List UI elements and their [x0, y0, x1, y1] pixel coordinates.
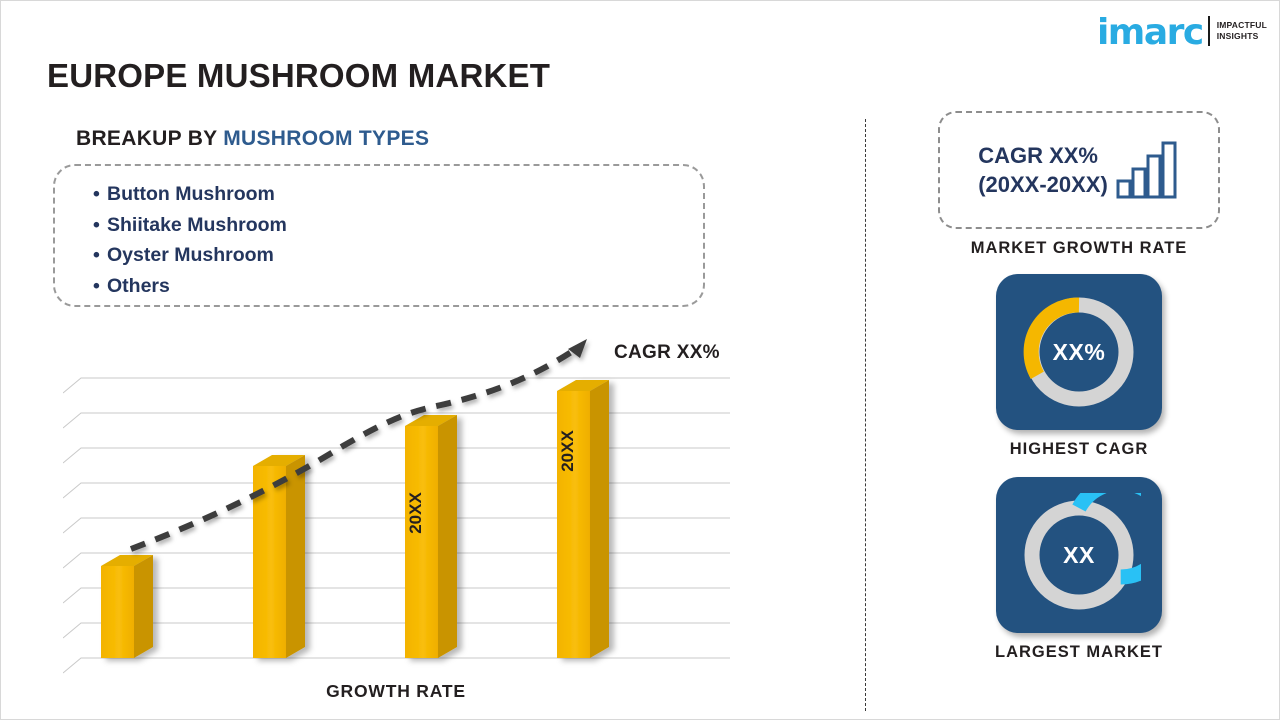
subtitle-accent: MUSHROOM TYPES	[223, 127, 430, 150]
list-item-label: Button Mushroom	[107, 183, 275, 205]
key-metrics-panel: CAGR XX% (20XX-20XX) MARKET GROWTH RATE	[901, 111, 1257, 662]
segmentation-box: • Button Mushroom • Shiitake Mushroom • Oys…	[53, 164, 705, 307]
stat-market-growth-rate: CAGR XX% (20XX-20XX) MARKET GROWTH RATE	[901, 111, 1257, 258]
market-growth-rate-caption: MARKET GROWTH RATE	[970, 239, 1188, 257]
chart-gridlines	[63, 377, 730, 674]
subtitle-prefix: BREAKUP BY	[76, 127, 224, 150]
donut-chart-highest-cagr	[1023, 297, 1134, 407]
bar-4	[557, 380, 609, 658]
bar-2	[253, 455, 305, 658]
subtitle: BREAKUP BY MUSHROOM TYPES	[76, 127, 429, 151]
trend-arrow-icon	[129, 339, 587, 552]
highest-cagr-tile: XX%	[996, 274, 1162, 430]
list-item-label: Oyster Mushroom	[107, 244, 274, 266]
list-item-label: Others	[107, 274, 170, 297]
section-divider	[865, 119, 866, 711]
stat-largest-market: XX LARGEST MARKET	[901, 477, 1257, 662]
list-item-label: Shiitake Mushroom	[107, 213, 287, 236]
cagr-line-2: (20XX-20XX)	[978, 172, 1108, 197]
list-item: • Oyster Mushroom	[93, 240, 703, 271]
logo-tagline: IMPACTFUL INSIGHTS	[1217, 20, 1267, 41]
largest-market-caption: LARGEST MARKET	[995, 643, 1163, 661]
largest-market-tile: XX	[996, 477, 1162, 633]
bullet-icon: •	[93, 183, 100, 205]
imarc-logo: imarc IMPACTFUL INSIGHTS	[1097, 11, 1267, 51]
bar-chart-icon	[1116, 141, 1177, 199]
bar-1	[101, 555, 153, 658]
bullet-icon: •	[93, 244, 100, 266]
bar-3	[405, 415, 457, 658]
bar-4-label: 20XX	[558, 430, 577, 472]
cagr-line-1: CAGR XX%	[978, 143, 1098, 168]
growth-rate-chart: 20XX 20XX CAGR XX% GROWTH RATE	[63, 333, 753, 708]
page-title: EUROPE MUSHROOM MARKET	[47, 57, 551, 94]
chart-canvas: 20XX 20XX	[63, 339, 730, 674]
market-growth-rate-card: CAGR XX% (20XX-20XX)	[938, 111, 1220, 229]
highest-cagr-value: XX%	[1052, 338, 1106, 365]
highest-cagr-caption: HIGHEST CAGR	[1009, 440, 1149, 458]
bullet-icon: •	[93, 274, 100, 297]
market-growth-rate-value: CAGR XX% (20XX-20XX)	[978, 141, 1108, 199]
donut-chart-largest-market	[1024, 493, 1141, 610]
list-item: • Shiitake Mushroom	[93, 210, 703, 241]
bar-3-label: 20XX	[406, 492, 425, 534]
list-item: • Button Mushroom	[93, 179, 703, 210]
chart-x-axis-label: GROWTH RATE	[326, 681, 466, 701]
imarc-wordmark: imarc	[1096, 12, 1204, 53]
logo-tagline-line2: INSIGHTS	[1216, 31, 1259, 41]
bullet-icon: •	[93, 213, 100, 236]
logo-tagline-line1: IMPACTFUL	[1216, 20, 1267, 31]
largest-market-value: XX	[1063, 541, 1095, 568]
stat-highest-cagr: XX% HIGHEST CAGR	[901, 274, 1257, 459]
logo-divider	[1207, 16, 1210, 46]
segmentation-list: • Button Mushroom • Shiitake Mushroom • Oys…	[55, 166, 703, 301]
list-item: • Others	[93, 271, 703, 302]
chart-cagr-annotation: CAGR XX%	[614, 342, 720, 363]
